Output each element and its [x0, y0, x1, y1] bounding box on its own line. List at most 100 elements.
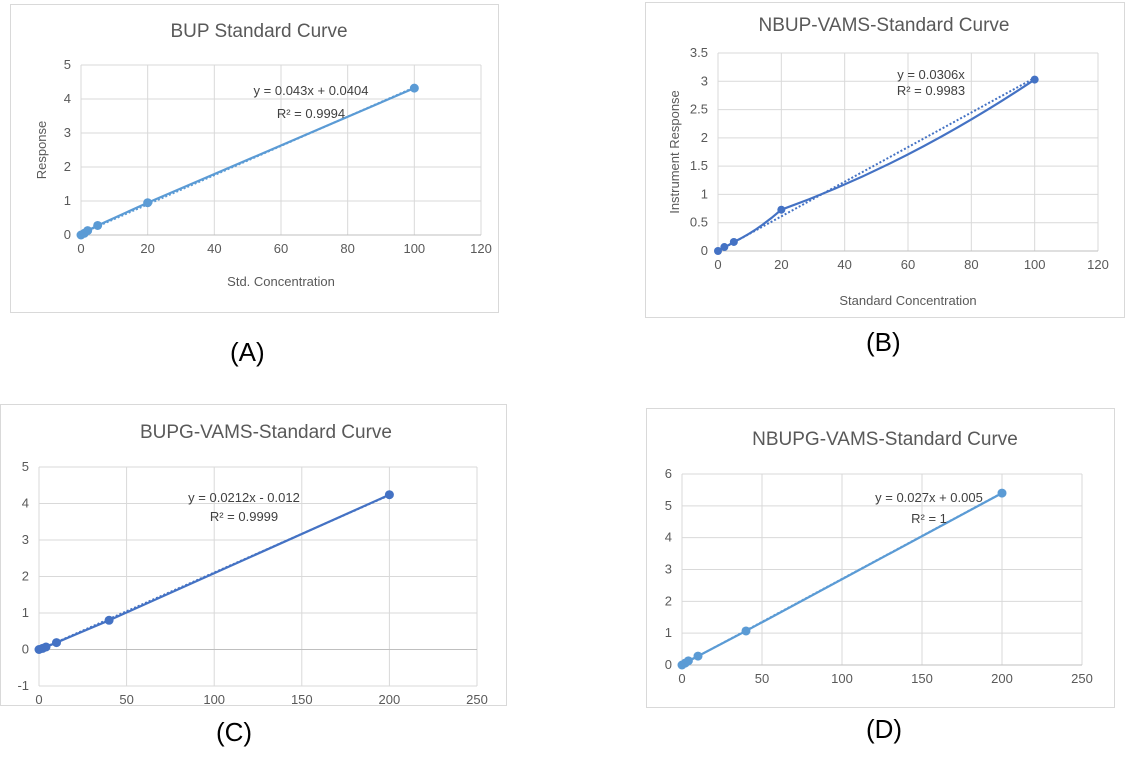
data-point-b [777, 205, 786, 214]
r-squared-label-b: R² = 0.9983 [897, 83, 965, 98]
y-tick-label-b: 3.5 [690, 45, 708, 60]
y-tick-label-a: 4 [64, 91, 71, 106]
y-tick-label-b: 0.5 [690, 215, 708, 230]
r-squared-label-c: R² = 0.9999 [210, 509, 278, 524]
x-tick-label-a: 20 [140, 241, 154, 256]
chart-title-b: NBUP-VAMS-Standard Curve [759, 15, 1010, 36]
x-axis-title-a: Std. Concentration [227, 274, 335, 289]
data-point-c [41, 642, 51, 652]
y-tick-label-b: 0 [701, 243, 708, 258]
x-tick-label-c: 100 [203, 692, 225, 705]
x-tick-label-c: 0 [35, 692, 42, 705]
data-point-d [741, 626, 751, 636]
data-point-b [1030, 75, 1039, 84]
y-tick-label-d: 5 [665, 498, 672, 513]
chart-panel-c: BUPG-VAMS-Standard Curve 0 50 100 150 200 250-… [0, 404, 507, 706]
r-squared-label-d: R² = 1 [911, 511, 947, 526]
y-tick-label-c: 2 [22, 569, 29, 584]
x-tick-label-a: 80 [340, 241, 354, 256]
y-axis-title-b: Instrument Response [667, 90, 682, 214]
data-point-b [729, 237, 738, 246]
x-tick-label-c: 200 [379, 692, 401, 705]
x-tick-label-b: 100 [1024, 257, 1046, 272]
x-tick-label-d: 150 [911, 671, 933, 686]
equation-label-c: y = 0.0212x - 0.012 [188, 490, 300, 505]
x-axis-title-b: Standard Concentration [839, 293, 976, 308]
equation-label-b: y = 0.0306x [897, 67, 965, 82]
x-tick-label-a: 100 [403, 241, 425, 256]
y-tick-label-d: 6 [665, 466, 672, 481]
data-point-a [83, 226, 93, 236]
x-tick-label-a: 40 [207, 241, 221, 256]
chart-a-svg: BUP Standard Curve 0 20 40 60 80 100 120 0 1 2 3 4 5 S… [34, 21, 492, 289]
y-axis-title-a: Response [34, 121, 49, 180]
y-tick-label-a: 5 [64, 57, 71, 72]
y-tick-label-b: 2.5 [690, 102, 708, 117]
equation-label-d: y = 0.027x + 0.005 [875, 490, 983, 505]
y-tick-label-b: 2 [701, 130, 708, 145]
y-tick-label-d: 4 [665, 530, 672, 545]
x-tick-label-c: 150 [291, 692, 313, 705]
data-point-d [683, 656, 693, 666]
caption-a: (A) [230, 337, 265, 367]
x-tick-label-d: 0 [678, 671, 685, 686]
chart-title-d: NBUPG-VAMS-Standard Curve [752, 429, 1018, 450]
x-tick-label-d: 50 [755, 671, 769, 686]
y-tick-label-d: 3 [665, 562, 672, 577]
chart-panel-d: NBUPG-VAMS-Standard Curve 0 50 100 150 200 250… [646, 408, 1115, 708]
data-point-c [52, 638, 62, 648]
x-tick-label-b: 120 [1087, 257, 1109, 272]
y-tick-label-d: 0 [665, 657, 672, 672]
y-tick-label-c: 3 [22, 532, 29, 547]
y-tick-label-b: 1.5 [690, 158, 708, 173]
caption-d: (D) [866, 714, 903, 744]
x-tick-label-b: 80 [964, 257, 978, 272]
x-tick-label-c: 250 [466, 692, 488, 705]
data-point-b [720, 243, 729, 252]
data-point-a [143, 198, 153, 208]
data-point-b [714, 247, 722, 255]
y-tick-label-a: 3 [64, 125, 71, 140]
y-tick-label-d: 2 [665, 593, 672, 608]
y-tick-label-a: 0 [64, 227, 71, 242]
y-tick-label-c: 1 [22, 605, 29, 620]
equation-label-a: y = 0.043x + 0.0404 [254, 83, 369, 98]
x-tick-label-a: 0 [77, 241, 84, 256]
y-tick-label-b: 3 [701, 73, 708, 88]
y-tick-label-c: 4 [22, 496, 29, 511]
data-point-d [693, 651, 703, 661]
x-tick-label-d: 250 [1071, 671, 1093, 686]
y-tick-label-a: 1 [64, 193, 71, 208]
trendline-b [717, 77, 1036, 252]
x-tick-label-a: 60 [274, 241, 288, 256]
x-tick-label-b: 40 [837, 257, 851, 272]
data-point-a [93, 220, 103, 230]
chart-panel-a: BUP Standard Curve 0 20 40 60 80 100 120 0 1 2 3 4 5 S… [10, 4, 499, 313]
data-point-d [997, 488, 1007, 498]
data-point-c [384, 490, 394, 500]
chart-title-c: BUPG-VAMS-Standard Curve [140, 422, 392, 443]
chart-title-a: BUP Standard Curve [170, 21, 347, 42]
y-tick-label-c: 0 [22, 642, 29, 657]
x-tick-label-d: 100 [831, 671, 853, 686]
caption-c: (C) [216, 717, 253, 747]
chart-panel-b: NBUP-VAMS-Standard Curve 0 20 40 60 80 100 120 0… [645, 2, 1125, 318]
x-tick-label-c: 50 [119, 692, 133, 705]
x-tick-label-a: 120 [470, 241, 492, 256]
x-tick-label-b: 60 [901, 257, 915, 272]
data-point-c [104, 615, 114, 625]
x-tick-label-b: 0 [714, 257, 721, 272]
y-tick-label-a: 2 [64, 159, 71, 174]
data-point-a [409, 83, 419, 93]
x-tick-label-b: 20 [774, 257, 788, 272]
r-squared-label-a: R² = 0.9994 [277, 106, 345, 121]
y-tick-label-b: 1 [701, 186, 708, 201]
x-tick-label-d: 200 [991, 671, 1013, 686]
y-tick-label-c: -1 [17, 678, 29, 693]
y-tick-label-c: 5 [22, 459, 29, 474]
caption-b: (B) [866, 327, 901, 357]
y-tick-label-d: 1 [665, 625, 672, 640]
